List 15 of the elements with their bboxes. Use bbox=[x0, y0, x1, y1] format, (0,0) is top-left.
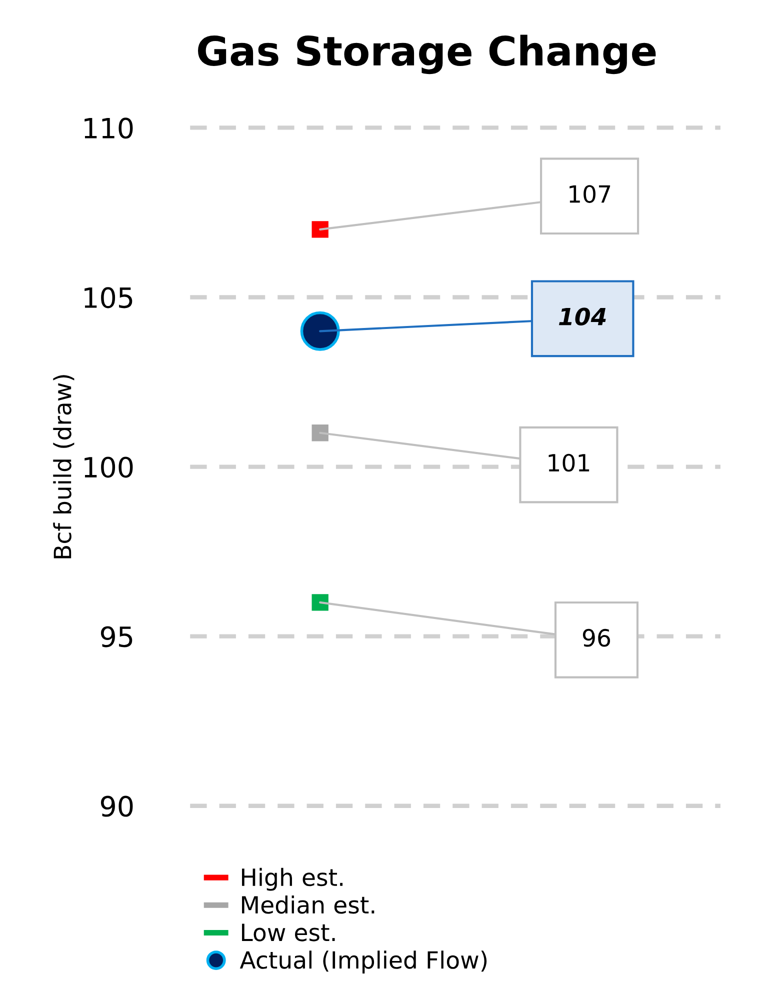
y-tick-label: 105 bbox=[84, 287, 132, 308]
y-axis-title: Bcf build (draw) bbox=[53, 375, 74, 558]
chart-title: Gas Storage Change bbox=[198, 34, 656, 74]
annotation: 104 bbox=[558, 308, 606, 326]
y-tick-label: 100 bbox=[84, 456, 133, 478]
annotation: 101 bbox=[548, 454, 590, 472]
y-tick-label: 110 bbox=[84, 118, 133, 139]
legend-label: Low est. bbox=[242, 924, 335, 942]
y-tick-label: 90 bbox=[100, 796, 133, 817]
annotation: 96 bbox=[582, 628, 610, 647]
legend-label: Actual (Implied Flow) bbox=[240, 950, 487, 974]
legend-label: High est. bbox=[242, 868, 343, 891]
annotation: 107 bbox=[570, 185, 610, 203]
legend-label: Median est. bbox=[242, 895, 374, 914]
y-tick-label: 95 bbox=[100, 626, 132, 648]
